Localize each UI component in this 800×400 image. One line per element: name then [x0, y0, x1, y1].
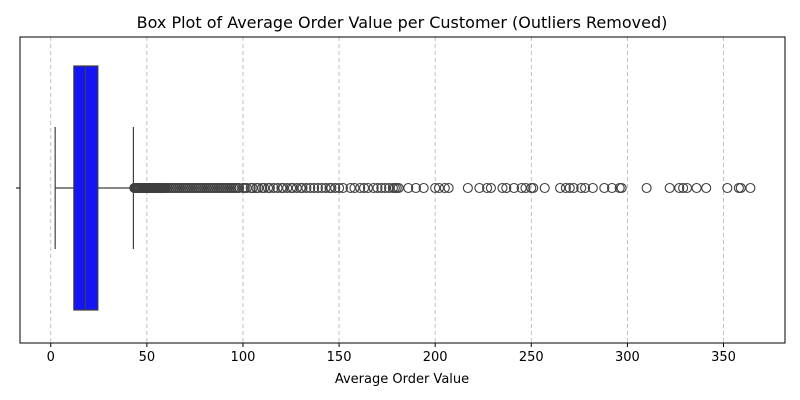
outlier-point: [345, 182, 356, 194]
x-tick-label: 100: [231, 350, 256, 365]
outlier-point: [359, 182, 370, 194]
outlier-point: [599, 182, 610, 194]
outlier-point: [485, 182, 496, 194]
plot-frame: [19, 36, 786, 344]
outlier-point: [606, 182, 618, 194]
outlier-point: [587, 182, 598, 194]
outlier-point: [282, 182, 293, 194]
outlier-point: [410, 182, 422, 194]
outlier-point: [301, 182, 312, 194]
outlier-point: [539, 182, 550, 194]
x-axis-label: Average Order Value: [335, 372, 469, 387]
outlier-point: [368, 182, 379, 194]
outlier-point: [268, 182, 279, 194]
outlier-point: [241, 182, 252, 194]
outlier-point: [681, 182, 693, 194]
outlier-point: [349, 182, 360, 194]
outlier-point: [234, 182, 245, 194]
outlier-point: [568, 182, 579, 194]
outlier-point: [264, 182, 275, 194]
outlier-point: [691, 182, 702, 194]
plot-area: [54, 65, 756, 311]
x-tick-label: 200: [423, 350, 448, 365]
outlier-point: [320, 182, 331, 194]
outlier-point: [278, 182, 289, 194]
outlier-point: [733, 182, 744, 194]
outlier-point: [326, 182, 337, 194]
outlier-point: [380, 182, 391, 194]
outlier-point: [418, 182, 429, 194]
outlier-point: [334, 182, 345, 194]
x-tick-label: 350: [711, 350, 736, 365]
outlier-point: [576, 182, 587, 194]
outlier-point: [247, 182, 258, 194]
outlier-point: [272, 182, 283, 194]
outlier-point: [462, 182, 473, 194]
outlier-point: [528, 182, 539, 194]
outlier-point: [678, 182, 689, 194]
outlier-point: [433, 182, 445, 194]
outlier-point: [383, 182, 395, 194]
outlier-point: [439, 182, 450, 194]
grid-lines: [50, 37, 724, 343]
axes: 0 50 100 150 200 250 300 350: [16, 187, 736, 365]
outlier-point: [305, 182, 316, 194]
x-tick-label: 150: [327, 350, 352, 365]
outlier-point: [253, 182, 264, 194]
outlier-point: [735, 182, 746, 194]
outlier-point: [393, 182, 404, 194]
outlier-point: [564, 182, 575, 194]
outlier-point: [443, 182, 454, 194]
outlier-point: [701, 182, 712, 194]
outlier-point: [722, 182, 733, 194]
x-tick-label: 250: [519, 350, 544, 365]
outlier-point: [297, 182, 308, 194]
outlier-point: [403, 182, 414, 194]
outlier-point: [560, 182, 571, 194]
outlier-point: [616, 182, 627, 194]
outlier-point: [287, 182, 298, 194]
outlier-point: [580, 182, 591, 194]
outlier-point: [641, 182, 652, 194]
outlier-point: [291, 182, 302, 194]
outlier-point: [555, 182, 566, 194]
outlier-point: [330, 182, 341, 194]
outlier-point: [520, 182, 531, 194]
outlier-point: [312, 182, 323, 194]
outlier-point: [497, 182, 508, 194]
outlier-point: [309, 182, 320, 194]
outlier-point: [316, 182, 327, 194]
outlier-point: [745, 182, 756, 194]
x-tick-label: 0: [47, 350, 55, 365]
outlier-point: [516, 182, 527, 194]
outlier-point: [508, 182, 520, 194]
outlier-point: [376, 182, 387, 194]
outlier-point: [664, 182, 675, 194]
outlier-point: [362, 182, 373, 194]
x-tick-label: 300: [615, 350, 640, 365]
chart-title: Box Plot of Average Order Value per Cust…: [137, 13, 668, 32]
outlier-point: [674, 182, 685, 194]
outlier-point: [259, 182, 270, 194]
outlier-point: [355, 182, 366, 194]
outlier-point: [501, 182, 512, 194]
outlier-point: [474, 182, 485, 194]
x-tick-label: 50: [139, 350, 156, 365]
outlier-point: [482, 182, 493, 194]
outlier-point: [372, 182, 383, 194]
outlier-point: [430, 182, 441, 194]
outlier-point: [337, 182, 348, 194]
